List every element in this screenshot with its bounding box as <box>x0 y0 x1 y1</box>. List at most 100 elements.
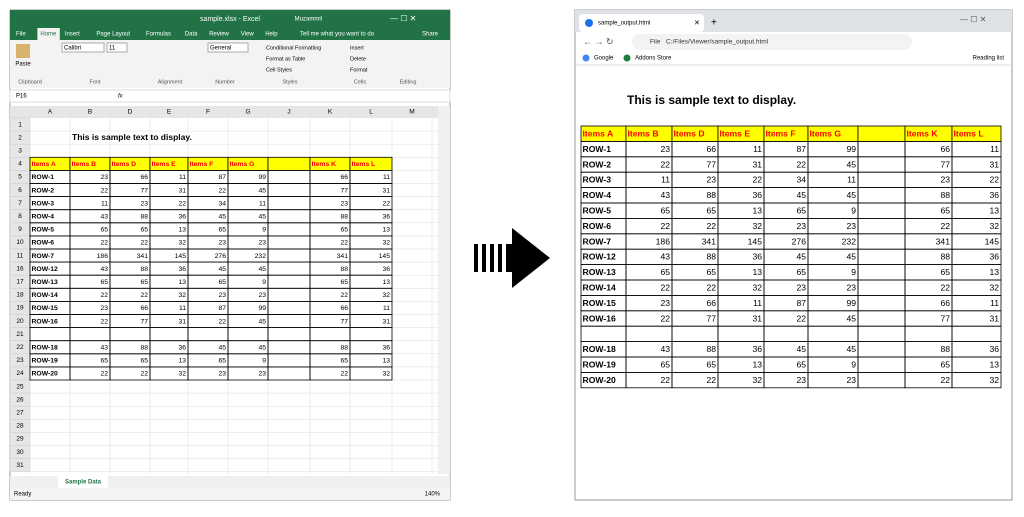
window-controls[interactable]: — ☐ ✕ <box>390 14 416 23</box>
window-controls[interactable]: — ☐ ✕ <box>960 15 986 24</box>
column-title: Items G <box>230 161 255 168</box>
cell-value: 65 <box>706 359 716 369</box>
scrollbar[interactable] <box>438 106 450 474</box>
row-number[interactable]: 28 <box>16 423 24 430</box>
row-number[interactable]: 2 <box>18 134 22 141</box>
column-header[interactable]: D <box>128 109 133 116</box>
column-title: Items K <box>907 128 939 138</box>
ribbon-tab[interactable]: Home <box>40 32 57 38</box>
cell-value: 32 <box>752 282 762 292</box>
ribbon-tab[interactable]: Page Layout <box>96 32 130 38</box>
row-label: ROW-16 <box>583 313 616 323</box>
row-number[interactable]: 4 <box>18 161 22 168</box>
nav-buttons[interactable]: ← → ↻ <box>583 36 614 46</box>
ribbon-tab[interactable]: File <box>16 32 26 38</box>
format-box[interactable] <box>207 42 249 53</box>
sheet-tab-bg[interactable] <box>58 476 108 488</box>
style-command[interactable]: Format as Table <box>266 56 305 62</box>
cell-value: 9 <box>262 358 266 365</box>
cell-value: 22 <box>989 175 999 185</box>
row-number[interactable]: 7 <box>18 200 22 207</box>
column-header[interactable]: B <box>88 109 92 116</box>
column-header[interactable]: M <box>409 109 414 116</box>
style-command[interactable]: Cell Styles <box>266 67 292 73</box>
style-command[interactable]: Conditional Formatting <box>266 45 321 51</box>
tab-close[interactable]: ✕ <box>694 20 700 27</box>
cell-value: 9 <box>851 359 856 369</box>
row-number[interactable]: 23 <box>16 357 24 364</box>
column-header[interactable]: J <box>287 109 290 116</box>
row-number[interactable]: 25 <box>16 383 24 390</box>
cell-value: 36 <box>752 190 762 200</box>
cell-value: 32 <box>752 221 762 231</box>
column-header[interactable]: G <box>245 109 250 116</box>
column-header[interactable]: L <box>369 109 373 116</box>
row-number[interactable]: 30 <box>16 449 24 456</box>
row-label: ROW-6 <box>583 221 612 231</box>
ribbon-tab[interactable]: Formulas <box>146 32 171 38</box>
name-box[interactable]: P16 <box>16 94 27 100</box>
row-label: ROW-5 <box>583 205 612 215</box>
row-number[interactable]: 16 <box>16 265 24 272</box>
row-number[interactable]: 27 <box>16 409 24 416</box>
row-number[interactable]: 8 <box>18 213 22 220</box>
row-number[interactable]: 18 <box>16 292 24 299</box>
cell-value: 186 <box>656 236 671 246</box>
cell-value: 65 <box>660 205 670 215</box>
row-number[interactable]: 24 <box>16 370 24 377</box>
row-number[interactable]: 17 <box>16 278 24 285</box>
row-number[interactable]: 19 <box>16 305 24 312</box>
row-number[interactable]: 11 <box>17 252 24 259</box>
cell-value: 45 <box>218 214 226 221</box>
url[interactable]: C:/Files/Viewer/sample_output.html <box>666 39 769 46</box>
paste-icon[interactable] <box>16 44 30 58</box>
ribbon-tab[interactable]: Review <box>209 32 229 38</box>
address-bar[interactable] <box>632 34 912 50</box>
reading-list[interactable]: Reading list <box>973 56 1005 62</box>
row-number[interactable]: 22 <box>16 344 24 351</box>
paste[interactable]: Paste <box>15 62 31 68</box>
row-number[interactable]: 29 <box>16 436 24 443</box>
cells-command[interactable]: Format <box>350 67 368 73</box>
sheet-tab[interactable]: Sample Data <box>65 480 102 486</box>
tell-me[interactable]: Tell me what you want to do <box>300 32 375 38</box>
row-number[interactable]: 5 <box>18 174 22 181</box>
column-header[interactable]: E <box>167 109 172 116</box>
row-number[interactable]: 21 <box>16 331 24 338</box>
row-number[interactable]: 6 <box>18 187 22 194</box>
row-number[interactable]: 3 <box>18 147 22 154</box>
column-header[interactable]: K <box>328 109 333 116</box>
row-number[interactable]: 31 <box>16 462 24 469</box>
cells-command[interactable]: Insert <box>350 45 364 51</box>
row-number[interactable]: 20 <box>16 318 24 325</box>
bookmark[interactable]: Google <box>594 56 614 62</box>
new-tab[interactable]: + <box>711 18 717 29</box>
row-number[interactable]: 1 <box>18 121 22 128</box>
bookmark[interactable]: Addons Store <box>635 56 672 62</box>
column-header[interactable]: F <box>206 109 210 116</box>
cell-value: 77 <box>140 318 148 325</box>
cells-command[interactable]: Delete <box>350 56 366 62</box>
ribbon-group: Alignment <box>158 79 183 85</box>
cell-value: 22 <box>140 371 148 378</box>
font-box[interactable] <box>61 42 105 53</box>
column-title: Items L <box>352 161 376 168</box>
ribbon-tab[interactable]: Insert <box>65 32 80 38</box>
tab-title[interactable]: sample_output.html <box>598 21 650 27</box>
cell-value: 23 <box>940 175 950 185</box>
ribbon-tab[interactable]: Data <box>185 32 198 38</box>
share[interactable]: Share <box>422 32 439 38</box>
ribbon-tab[interactable]: Help <box>265 32 278 38</box>
ribbon-tab[interactable]: View <box>241 32 255 38</box>
cell-value: 65 <box>706 267 716 277</box>
tab-bg[interactable] <box>579 14 704 32</box>
column-header[interactable]: A <box>48 109 53 116</box>
size-box[interactable] <box>106 42 128 53</box>
cell-value: 65 <box>660 267 670 277</box>
row-number[interactable]: 26 <box>16 396 24 403</box>
cell-value: 31 <box>178 318 186 325</box>
cell-value: 36 <box>382 345 390 352</box>
cell-value: 88 <box>340 214 348 221</box>
row-number[interactable]: 9 <box>18 226 22 233</box>
row-number[interactable]: 10 <box>16 239 24 246</box>
